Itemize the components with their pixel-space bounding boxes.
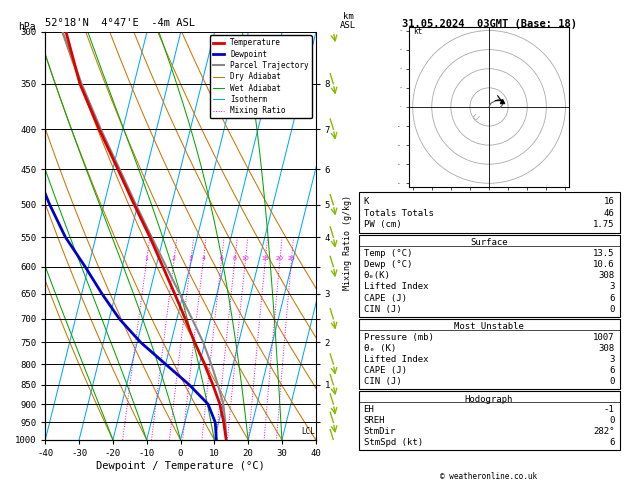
Text: 1007: 1007 [593,332,615,342]
Text: Mixing Ratio (g/kg): Mixing Ratio (g/kg) [343,195,352,291]
Text: 3: 3 [609,355,615,364]
Text: 308: 308 [598,271,615,280]
Text: 3: 3 [189,256,192,261]
Text: © weatheronline.co.uk: © weatheronline.co.uk [440,472,538,481]
Text: 6: 6 [609,438,615,447]
Text: LCL: LCL [301,427,314,436]
Text: 4: 4 [201,256,205,261]
Text: 6: 6 [220,256,223,261]
Text: Dewp (°C): Dewp (°C) [364,260,412,269]
Text: 2: 2 [172,256,176,261]
Text: 16: 16 [604,197,615,206]
Text: StmSpd (kt): StmSpd (kt) [364,438,423,447]
Text: PW (cm): PW (cm) [364,221,401,229]
Text: 0: 0 [609,416,615,425]
Text: 0: 0 [609,377,615,386]
Text: -1: -1 [604,405,615,414]
Text: 15: 15 [262,256,269,261]
Text: 20: 20 [276,256,284,261]
Text: 46: 46 [604,208,615,218]
Text: 13.5: 13.5 [593,248,615,258]
Text: hPa: hPa [18,21,36,32]
Text: Hodograph: Hodograph [465,395,513,404]
Text: Surface: Surface [470,238,508,247]
Text: θₑ(K): θₑ(K) [364,271,391,280]
Text: CAPE (J): CAPE (J) [364,366,406,375]
X-axis label: Dewpoint / Temperature (°C): Dewpoint / Temperature (°C) [96,461,265,470]
Text: 3: 3 [609,282,615,291]
Text: Totals Totals: Totals Totals [364,208,433,218]
Text: Lifted Index: Lifted Index [364,355,428,364]
Text: K: K [364,197,369,206]
Text: 6: 6 [609,366,615,375]
Text: 282°: 282° [593,427,615,436]
Legend: Temperature, Dewpoint, Parcel Trajectory, Dry Adiabat, Wet Adiabat, Isotherm, Mi: Temperature, Dewpoint, Parcel Trajectory… [209,35,312,118]
Text: Pressure (mb): Pressure (mb) [364,332,433,342]
Text: 31.05.2024  03GMT (Base: 18): 31.05.2024 03GMT (Base: 18) [402,19,577,30]
Text: CIN (J): CIN (J) [364,305,401,314]
Text: 10: 10 [242,256,249,261]
Text: 308: 308 [598,344,615,353]
Text: CAPE (J): CAPE (J) [364,294,406,303]
Text: Most Unstable: Most Unstable [454,322,524,331]
Text: CIN (J): CIN (J) [364,377,401,386]
Text: Lifted Index: Lifted Index [364,282,428,291]
Text: 25: 25 [287,256,296,261]
Text: 52°18'N  4°47'E  -4m ASL: 52°18'N 4°47'E -4m ASL [45,18,195,28]
Text: km
ASL: km ASL [340,12,356,30]
Text: StmDir: StmDir [364,427,396,436]
Text: 8: 8 [233,256,237,261]
Text: θₑ (K): θₑ (K) [364,344,396,353]
Text: 0: 0 [609,305,615,314]
Text: EH: EH [364,405,374,414]
Text: 1: 1 [145,256,148,261]
Text: Temp (°C): Temp (°C) [364,248,412,258]
Text: kt: kt [413,27,422,36]
Text: SREH: SREH [364,416,385,425]
Text: 10.6: 10.6 [593,260,615,269]
Text: 1.75: 1.75 [593,221,615,229]
Text: 6: 6 [609,294,615,303]
